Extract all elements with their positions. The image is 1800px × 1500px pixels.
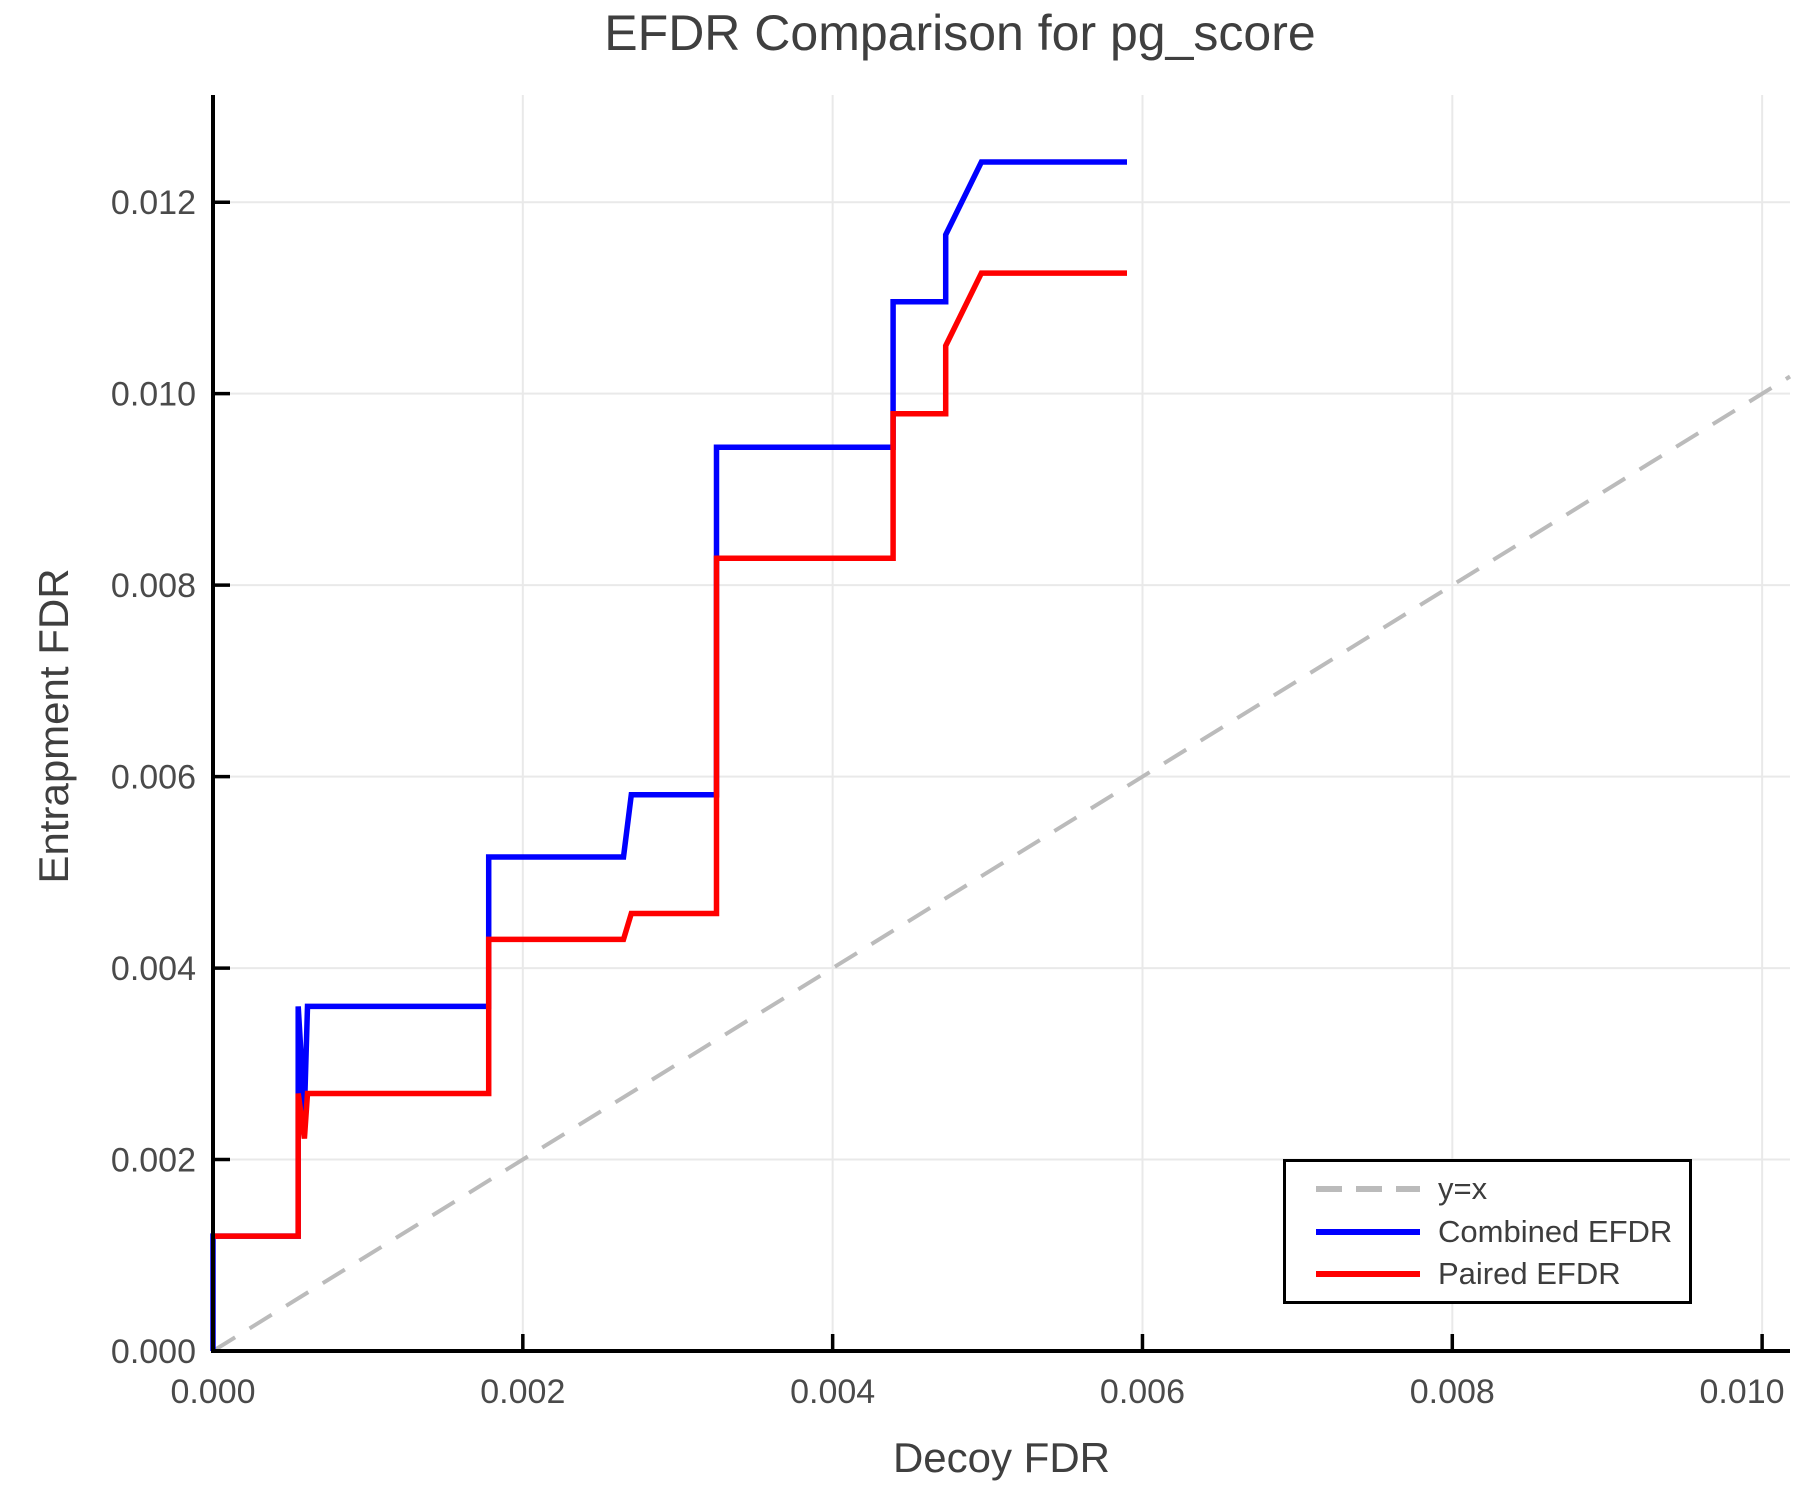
axis-ticks: 0.000 0.002 0.004 0.006 0.008 0.010 0.000 0.002…: [111, 184, 1785, 1411]
x-tick-label: 0.004: [790, 1373, 875, 1411]
legend-label: Paired EFDR: [1438, 1256, 1621, 1292]
series-paired-efdr: [213, 270, 1127, 1239]
y-tick-label: 0.004: [111, 950, 196, 988]
x-tick-label: 0.002: [480, 1373, 565, 1411]
x-axis-label: Decoy FDR: [892, 1434, 1111, 1481]
x-tick-label: 0.010: [1699, 1373, 1784, 1411]
x-tick-label: 0.000: [170, 1373, 255, 1411]
legend-item-combined-efdr: Combined EFDR: [1314, 1212, 1689, 1252]
y-tick-label: 0.008: [111, 567, 196, 605]
x-tick-label: 0.008: [1410, 1373, 1495, 1411]
legend-line-sample: [1314, 1171, 1422, 1207]
x-tick-label: 0.006: [1100, 1373, 1185, 1411]
chart-title: EFDR Comparison for pg_score: [604, 5, 1316, 61]
y-tick-label: 0.000: [111, 1333, 196, 1371]
series-lines: [210, 159, 1792, 1353]
series-combined-efdr: [210, 159, 1127, 1351]
gridlines: [213, 95, 1790, 1351]
y-tick-label: 0.010: [111, 376, 196, 414]
legend: y=x Combined EFDR Paired EFDR: [1283, 1159, 1692, 1304]
y-tick-label: 0.002: [111, 1142, 196, 1180]
legend-label: y=x: [1438, 1170, 1488, 1206]
legend-label: Combined EFDR: [1438, 1213, 1673, 1249]
legend-item-y-x: y=x: [1314, 1169, 1689, 1209]
y-axis-label: Entrapment FDR: [30, 568, 77, 884]
legend-line-sample: [1314, 1214, 1422, 1250]
axis-spines: [211, 95, 1790, 1353]
legend-item-paired-efdr: Paired EFDR: [1314, 1254, 1689, 1294]
y-tick-label: 0.006: [111, 759, 196, 797]
series-y-x: [211, 374, 1792, 1353]
legend-line-sample: [1314, 1256, 1422, 1292]
y-tick-label: 0.012: [111, 184, 196, 222]
